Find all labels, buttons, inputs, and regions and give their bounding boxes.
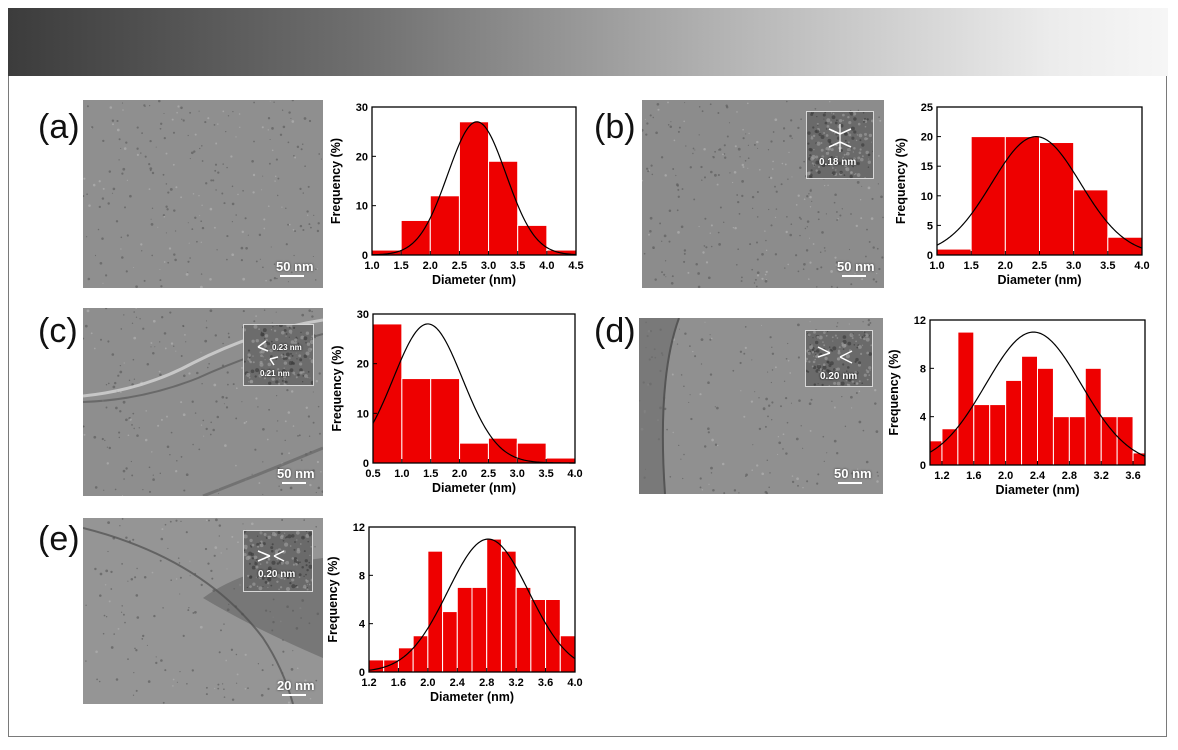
scale-bar-d (838, 482, 862, 484)
scale-bar-label-d: 50 nm (834, 466, 872, 481)
scale-bar-label-c: 50 nm (277, 466, 315, 481)
panel-label-b: (b) (594, 108, 636, 146)
panel-label-d: (d) (594, 312, 636, 350)
lattice-arrows-e (257, 550, 285, 562)
lattice-spacing-label: 0.20 nm (820, 371, 858, 382)
panel-label-c: (c) (38, 312, 78, 350)
hrtem-inset-e: 0.20 nm (243, 530, 313, 592)
scale-bar-b (842, 275, 866, 277)
scale-bar-label-e: 20 nm (277, 678, 315, 693)
scale-bar-e (282, 694, 306, 696)
lattice-arrows-c (257, 340, 279, 366)
header-band (8, 8, 1168, 76)
panel-label-e: (e) (38, 520, 80, 558)
tem-image-d (639, 318, 883, 494)
tem-image-a (83, 100, 323, 288)
graphene-edges-d (639, 318, 680, 494)
lattice-spacing-label: 0.18 nm (819, 157, 857, 168)
scale-bar-c (282, 482, 306, 484)
scale-bar-a (280, 275, 304, 277)
graphene-edges-e (83, 518, 323, 704)
lattice-spacing-label: 0.21 nm (260, 369, 290, 378)
scale-bar-label-a: 50 nm (276, 259, 314, 274)
lattice-arrows-d (817, 346, 853, 364)
scale-bar-label-b: 50 nm (837, 259, 875, 274)
hrtem-inset-b: 0.18 nm (806, 111, 874, 179)
hrtem-inset-c: 0.23 nm 0.21 nm (243, 324, 314, 386)
lattice-spacing-label: 0.23 nm (272, 343, 302, 352)
lattice-arrows-b (828, 124, 852, 152)
hrtem-inset-d: 0.20 nm (805, 330, 873, 387)
panel-label-a: (a) (38, 108, 80, 146)
lattice-spacing-label: 0.20 nm (258, 569, 296, 580)
